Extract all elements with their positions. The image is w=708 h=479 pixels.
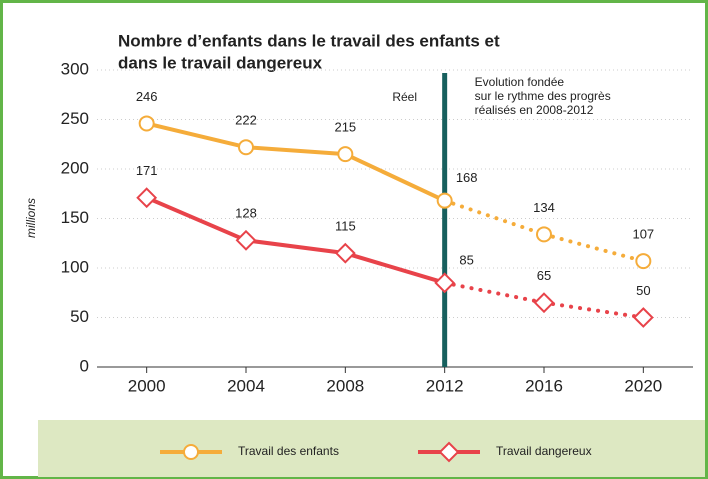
legend-marker <box>183 444 199 460</box>
projection-segment <box>542 300 646 320</box>
projection-segment <box>442 198 546 237</box>
projection-segment <box>542 232 646 264</box>
data-label: 115 <box>335 219 356 234</box>
divider-right-label: réalisés en 2008-2012 <box>475 103 594 117</box>
projection-segment <box>442 280 546 305</box>
marker <box>632 307 654 328</box>
legend-band <box>38 420 705 477</box>
divider-right-label: Evolution fondée <box>475 75 565 89</box>
y-tick-label: 100 <box>61 257 89 276</box>
data-label: 65 <box>537 268 551 283</box>
line-segment <box>244 145 348 157</box>
data-label: 171 <box>136 163 158 178</box>
line-segment <box>144 195 248 243</box>
y-tick-label: 150 <box>61 208 89 227</box>
y-tick-label: 50 <box>70 307 89 326</box>
data-label: 222 <box>235 113 257 128</box>
divider-left-label: Réel <box>392 90 417 104</box>
line-segment <box>343 251 447 285</box>
marker <box>334 242 356 264</box>
marker <box>138 115 155 132</box>
y-axis-label: millions <box>24 198 38 238</box>
data-label: 107 <box>632 227 654 242</box>
line-segment <box>244 238 348 256</box>
divider-right-label: sur le rythme des progrès <box>475 89 611 103</box>
chart-title: dans le travail dangereux <box>118 53 323 72</box>
marker <box>436 192 453 209</box>
y-tick-label: 250 <box>61 109 89 128</box>
x-tick-label: 2012 <box>426 376 464 395</box>
x-tick-label: 2004 <box>227 376 265 395</box>
data-label: 128 <box>235 206 257 221</box>
data-label: 85 <box>459 252 473 267</box>
marker <box>238 139 254 156</box>
marker <box>635 253 652 270</box>
data-label: 215 <box>334 120 356 135</box>
marker <box>235 229 257 251</box>
data-label: 246 <box>136 89 158 104</box>
x-tick-label: 2008 <box>326 376 364 395</box>
line-segment <box>343 152 447 203</box>
chart-title: Nombre d’enfants dans le travail des enf… <box>118 31 500 50</box>
x-tick-label: 2020 <box>624 376 662 395</box>
line-segment <box>144 121 248 150</box>
marker <box>337 146 354 163</box>
marker <box>536 226 552 243</box>
y-tick-label: 200 <box>61 158 89 177</box>
legend-marker <box>438 441 460 463</box>
marker <box>434 272 456 294</box>
legend-label: Travail des enfants <box>238 444 339 458</box>
legend-label: Travail dangereux <box>496 444 592 458</box>
marker <box>136 187 158 209</box>
data-label: 134 <box>533 200 555 215</box>
marker <box>533 292 555 314</box>
data-label: 50 <box>636 283 650 298</box>
data-label: 168 <box>456 170 478 185</box>
x-tick-label: 2000 <box>128 376 166 395</box>
x-tick-label: 2016 <box>525 376 563 395</box>
y-tick-label: 0 <box>80 356 89 375</box>
y-tick-label: 300 <box>61 59 89 78</box>
